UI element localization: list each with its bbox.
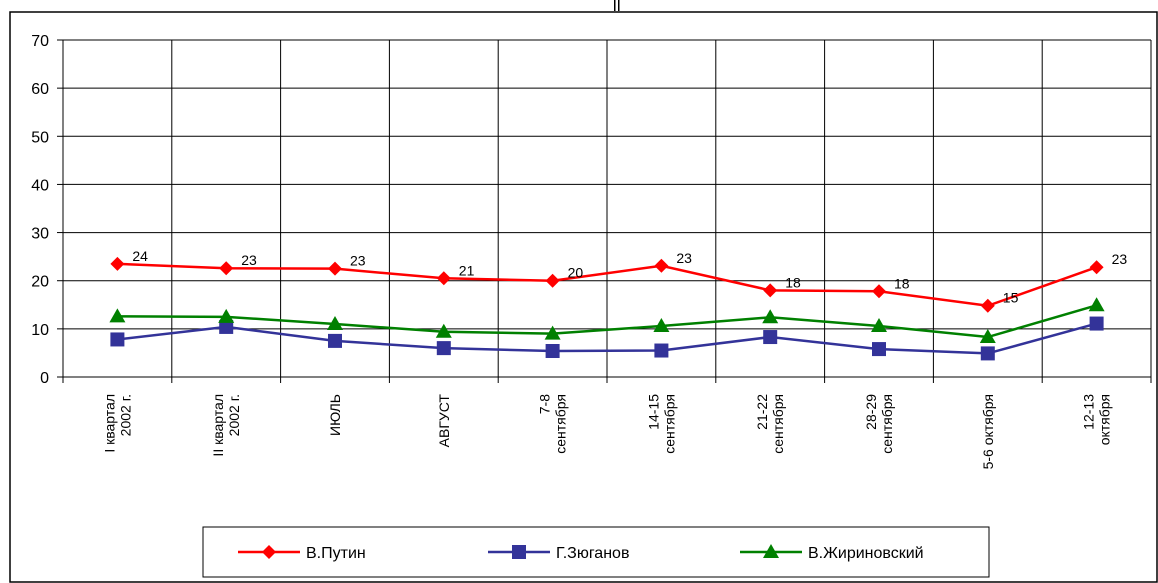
data-point (871, 317, 887, 332)
data-point (545, 273, 560, 288)
data-point (1089, 260, 1104, 275)
data-point (1089, 316, 1104, 331)
x-tick-label: 12-13 (1081, 394, 1097, 430)
x-tick-label: АВГУСТ (436, 394, 452, 448)
x-tick-label: ИЮЛЬ (327, 394, 343, 436)
x-tick-label: 5-6 октября (980, 394, 996, 469)
data-label: 18 (894, 275, 910, 291)
x-tick-label: сентября (879, 394, 895, 454)
data-label: 18 (785, 274, 801, 290)
data-point (872, 342, 886, 357)
data-point (654, 343, 669, 358)
y-tick-label: 50 (31, 129, 49, 146)
data-label: 23 (350, 253, 366, 269)
data-point (544, 325, 561, 340)
data-point (654, 258, 669, 273)
legend: В.Путин Г.Зюганов В.Жириновский (202, 526, 990, 578)
y-tick-label: 0 (40, 370, 49, 387)
data-label: 23 (676, 250, 692, 266)
legend-box (202, 526, 990, 578)
data-point (110, 256, 125, 271)
data-label: 23 (241, 252, 257, 268)
series-line (117, 322, 1097, 355)
chart-frame (9, 11, 1158, 583)
x-tick-label: II квартал (210, 394, 226, 457)
y-tick-label: 60 (31, 81, 49, 98)
data-label: 24 (132, 248, 148, 264)
x-tick-label: 2002 г. (117, 394, 133, 436)
legend-label: Г.Зюганов (556, 545, 629, 562)
data-point (328, 261, 342, 276)
data-label: 21 (459, 262, 475, 278)
y-tick-label: 10 (31, 322, 49, 339)
data-label: 15 (1003, 290, 1019, 306)
data-point (980, 298, 995, 313)
x-tick-label: 2002 г. (226, 394, 242, 436)
data-point (763, 330, 778, 345)
x-tick-label: октября (1097, 394, 1113, 445)
legend-marker (262, 545, 276, 559)
data-point (218, 308, 235, 323)
legend-label: В.Жириновский (808, 545, 924, 562)
data-point (110, 332, 125, 347)
legend-marker (512, 545, 526, 559)
y-tick-label: 70 (31, 33, 49, 50)
legend-label: В.Путин (306, 545, 366, 562)
top-marker (618, 0, 620, 11)
data-point (436, 271, 451, 286)
data-point (435, 323, 452, 338)
x-tick-label: 14-15 (645, 394, 661, 430)
data-point (763, 283, 778, 298)
series-line (117, 262, 1098, 308)
x-tick-label: I квартал (101, 394, 117, 453)
data-point (327, 316, 343, 331)
y-axis-ticks: 0 10 20 30 40 50 60 70 (31, 33, 63, 387)
data-point (219, 261, 234, 276)
legend-marker (763, 544, 779, 558)
data-label: 23 (1112, 251, 1128, 267)
data-point (109, 308, 126, 323)
x-tick-label: сентября (661, 394, 677, 454)
data-label: 20 (568, 265, 584, 281)
x-tick-label: сентября (770, 394, 786, 454)
series-group: 24 23 23 21 20 23 18 18 15 23 (109, 248, 1127, 361)
top-marker (614, 0, 616, 11)
x-tick-label: 21-22 (754, 394, 770, 430)
data-point (980, 346, 995, 361)
data-point (872, 284, 886, 299)
data-point (653, 317, 670, 332)
x-axis-ticks: I квартал 2002 г. II квартал 2002 г. ИЮЛЬ АВГ… (62, 377, 1152, 469)
data-point (762, 309, 779, 324)
y-tick-label: 30 (31, 226, 49, 243)
x-tick-label: 28-29 (863, 394, 879, 430)
data-point (979, 329, 996, 344)
data-point (545, 344, 560, 359)
data-point (328, 333, 342, 348)
data-point (1088, 297, 1105, 312)
series-line (117, 304, 1097, 339)
data-point (219, 319, 234, 334)
data-point (436, 341, 451, 356)
y-tick-label: 20 (31, 274, 49, 291)
x-tick-label: 7-8 (537, 394, 553, 414)
y-tick-label: 40 (31, 177, 49, 194)
x-tick-label: сентября (553, 394, 569, 454)
